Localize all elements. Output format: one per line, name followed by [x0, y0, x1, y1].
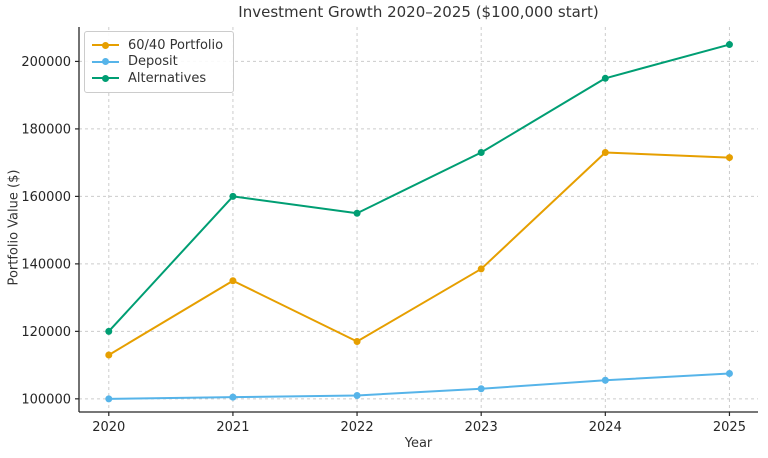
series-line — [108, 372, 730, 400]
data-point — [725, 154, 733, 162]
data-point — [105, 351, 113, 359]
y-tick-label: 100000 — [21, 392, 71, 407]
data-point — [725, 41, 733, 49]
data-point — [353, 209, 361, 217]
data-point — [353, 391, 361, 399]
x-tick-label: 2020 — [92, 420, 125, 435]
data-point — [353, 337, 361, 345]
legend-label: Deposit — [128, 54, 178, 70]
legend-line-marker-icon — [92, 74, 119, 82]
data-point — [229, 192, 237, 200]
legend-entry: 60/40 Portfolio — [92, 37, 223, 54]
data-point — [725, 370, 733, 378]
data-point — [229, 277, 237, 285]
data-point — [477, 385, 485, 393]
x-tick-label: 2022 — [341, 420, 374, 435]
data-point — [601, 376, 609, 384]
data-point — [105, 395, 113, 403]
x-tick-label: 2021 — [216, 420, 249, 435]
series-line — [108, 43, 730, 333]
legend-entry: Deposit — [92, 54, 223, 71]
x-tick-label: 2024 — [589, 420, 622, 435]
legend: 60/40 Portfolio Deposit Alternatives — [84, 31, 235, 93]
legend-line-marker-icon — [92, 58, 119, 66]
data-point — [105, 327, 113, 335]
data-point — [601, 149, 609, 157]
data-point — [477, 265, 485, 273]
y-tick-label: 160000 — [21, 190, 71, 205]
data-point — [601, 74, 609, 82]
x-tick-label: 2023 — [465, 420, 498, 435]
series-line — [108, 151, 730, 356]
legend-label: Alternatives — [128, 70, 207, 86]
y-tick-label: 180000 — [21, 122, 71, 137]
legend-label: 60/40 Portfolio — [128, 37, 224, 53]
y-tick-label: 120000 — [21, 325, 71, 340]
chart-title: Investment Growth 2020–2025 ($100,000 st… — [238, 3, 599, 21]
x-axis-label: Year — [404, 436, 433, 451]
x-tick-label: 2025 — [713, 420, 746, 435]
legend-entry: Alternatives — [92, 70, 223, 87]
data-point — [229, 393, 237, 401]
y-tick-label: 140000 — [21, 257, 71, 272]
legend-line-marker-icon — [92, 41, 119, 49]
y-tick-label: 200000 — [21, 55, 71, 70]
data-point — [477, 149, 485, 157]
